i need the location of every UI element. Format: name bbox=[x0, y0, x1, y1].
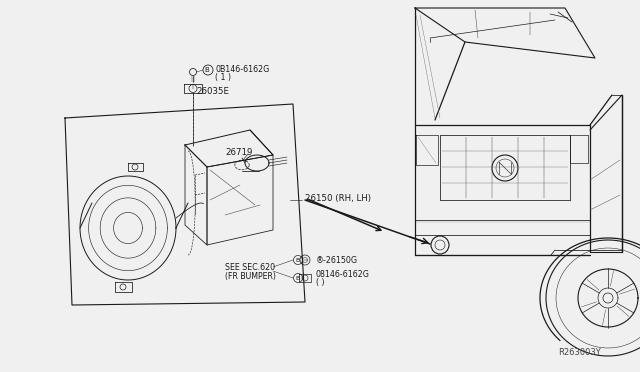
Text: B: B bbox=[296, 257, 300, 263]
Text: B: B bbox=[205, 67, 209, 73]
Text: B: B bbox=[296, 276, 300, 280]
Text: 26150 (RH, LH): 26150 (RH, LH) bbox=[305, 193, 371, 202]
Text: ( 1 ): ( 1 ) bbox=[215, 73, 231, 82]
Text: (FR BUMPER): (FR BUMPER) bbox=[225, 272, 276, 281]
Text: 0B146-6162G: 0B146-6162G bbox=[215, 65, 269, 74]
Text: ®-26150G: ®-26150G bbox=[316, 256, 358, 265]
Text: 26035E: 26035E bbox=[196, 87, 229, 96]
Text: SEE SEC.620: SEE SEC.620 bbox=[225, 263, 275, 272]
Text: 26719: 26719 bbox=[225, 148, 252, 157]
Text: 08146-6162G: 08146-6162G bbox=[316, 270, 370, 279]
Text: ( ): ( ) bbox=[316, 278, 324, 287]
Text: R263003Y: R263003Y bbox=[558, 348, 601, 357]
